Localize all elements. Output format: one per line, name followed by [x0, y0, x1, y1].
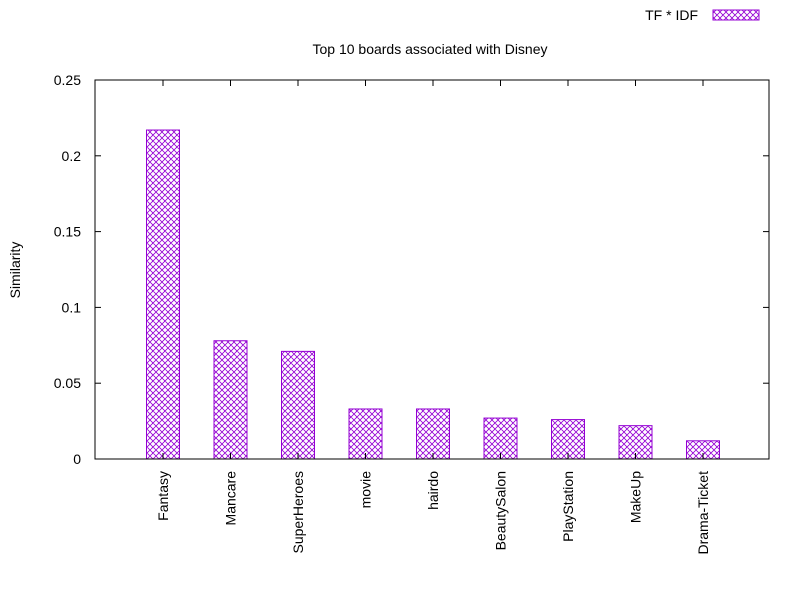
bar-fantasy: [146, 129, 180, 460]
y-tick-label: 0.15: [54, 224, 81, 240]
y-axis-label: Similarity: [7, 242, 23, 299]
y-tick-label: 0: [73, 451, 81, 467]
y-tick-label: 0.1: [62, 299, 82, 315]
x-tick-label: BeautySalon: [493, 471, 509, 550]
y-tick-label: 0.05: [54, 375, 81, 391]
chart-title: Top 10 boards associated with Disney: [312, 41, 547, 57]
x-tick-label: SuperHeroes: [290, 471, 306, 554]
x-tick-label: hairdo: [425, 471, 441, 510]
y-tick-label: 0.2: [62, 148, 82, 164]
y-tick-label: 0.25: [54, 72, 81, 88]
bar-superheroes: [281, 350, 315, 460]
y-axis: 0 0.05 0.1 0.15 0.2 0.25: [54, 72, 769, 467]
bar-hairdo: [416, 408, 450, 460]
x-tick-label: Drama-Ticket: [695, 471, 711, 555]
bar-movie: [348, 408, 383, 460]
legend: TF * IDF: [645, 7, 760, 23]
bar-beautysalon: [483, 417, 518, 460]
bar-mancare: [213, 340, 248, 460]
x-tick-label: Fantasy: [155, 471, 171, 521]
x-tick-label: Mancare: [223, 471, 239, 526]
x-tick-label: PlayStation: [560, 471, 576, 542]
plot-frame: [94, 79, 770, 460]
x-axis: Fantasy Mancare SuperHeroes movie hairdo Beau…: [155, 80, 711, 555]
legend-label: TF * IDF: [645, 7, 698, 23]
x-tick-label: movie: [358, 471, 374, 509]
x-tick-label: MakeUp: [628, 471, 644, 523]
legend-swatch: [712, 9, 760, 21]
bars: [146, 129, 720, 460]
